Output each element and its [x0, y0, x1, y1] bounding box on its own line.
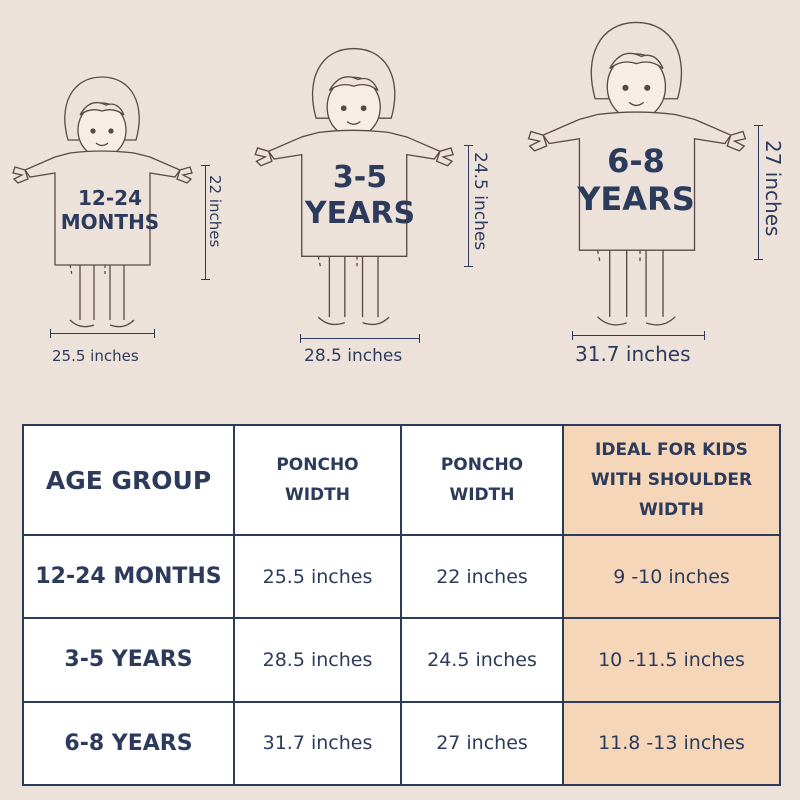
height-dimension-line — [464, 145, 473, 267]
figure-6-8-years — [520, 20, 760, 335]
row-age-label: 12-24 MONTHS — [22, 533, 235, 620]
height-label: 27 inches — [761, 140, 785, 237]
age-label-line2: MONTHS — [60, 210, 160, 234]
height-dimension-line — [201, 165, 210, 280]
row-shoulder-value: 9 -10 inches — [562, 533, 781, 620]
figure-3-age-label: 6-8 YEARS — [566, 142, 706, 219]
figure-1-age-label: 12-24 MONTHS — [40, 186, 180, 234]
figure-12-24-months — [10, 75, 200, 335]
header-age-group: AGE GROUP — [22, 424, 235, 536]
row-length-value: 27 inches — [400, 700, 564, 787]
row-length-value: 22 inches — [400, 533, 564, 620]
width-dimension-line — [300, 334, 420, 343]
child-poncho-illustration — [527, 21, 747, 326]
width-label: 28.5 inches — [304, 346, 403, 366]
row-age-label: 6-8 YEARS — [22, 700, 235, 787]
width-dimension-line — [572, 331, 705, 340]
width-label: 25.5 inches — [52, 347, 139, 365]
row-shoulder-value: 10 -11.5 inches — [562, 617, 781, 703]
figure-3-5-years — [252, 45, 462, 335]
figure-2-age-label: 3-5 YEARS — [290, 160, 430, 232]
age-label-line1: 3-5 — [332, 160, 388, 195]
row-width-value: 28.5 inches — [233, 617, 402, 703]
table-header-row: AGE GROUP PONCHO WIDTH PONCHO WIDTH IDEA… — [22, 424, 781, 536]
size-chart-table: AGE GROUP PONCHO WIDTH PONCHO WIDTH IDEA… — [22, 424, 781, 787]
row-width-value: 25.5 inches — [233, 533, 402, 620]
header-shoulder-width: IDEAL FOR KIDS WITH SHOULDER WIDTH — [562, 424, 781, 536]
child-poncho-illustration — [254, 47, 455, 326]
width-dimension-line — [50, 329, 155, 338]
row-age-label: 3-5 YEARS — [22, 617, 235, 703]
header-poncho-length: PONCHO WIDTH — [400, 424, 564, 536]
width-label: 31.7 inches — [575, 342, 691, 366]
child-poncho-illustration — [12, 76, 193, 328]
height-label: 24.5 inches — [470, 152, 490, 251]
height-dimension-line — [754, 125, 763, 260]
age-label-line1: 12-24 — [78, 186, 142, 210]
table-row: 12-24 MONTHS 25.5 inches 22 inches 9 -10… — [22, 533, 781, 620]
row-length-value: 24.5 inches — [400, 617, 564, 703]
age-label-line2: YEARS — [577, 180, 695, 219]
age-label-line1: 6-8 — [607, 142, 665, 180]
row-shoulder-value: 11.8 -13 inches — [562, 700, 781, 787]
table-row: 6-8 YEARS 31.7 inches 27 inches 11.8 -13… — [22, 700, 781, 787]
header-poncho-width: PONCHO WIDTH — [233, 424, 402, 536]
age-label-line2: YEARS — [304, 196, 416, 231]
height-label: 22 inches — [206, 175, 224, 248]
row-width-value: 31.7 inches — [233, 700, 402, 787]
table-row: 3-5 YEARS 28.5 inches 24.5 inches 10 -11… — [22, 617, 781, 703]
